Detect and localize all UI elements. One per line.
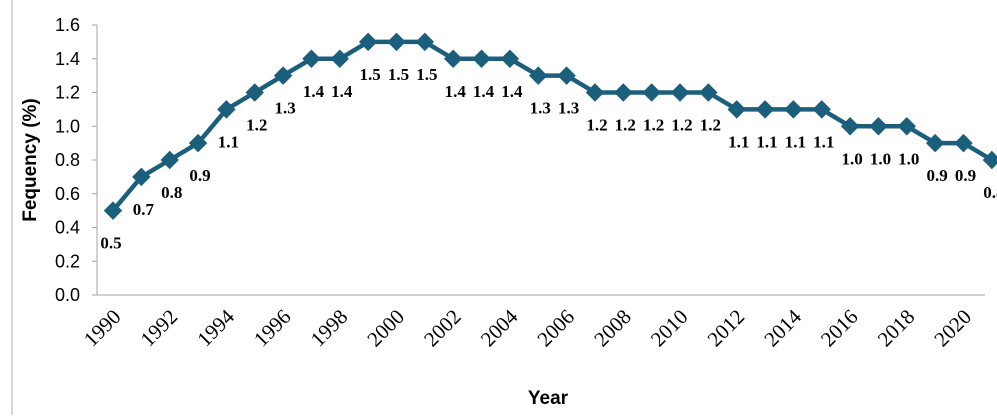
data-label: 1.0	[898, 149, 919, 168]
data-point-marker	[302, 49, 321, 68]
x-tick-label: 1996	[249, 305, 296, 352]
data-label: 1.5	[360, 65, 381, 84]
y-axis-title: Fequency (%)	[20, 98, 41, 222]
data-point-marker	[925, 133, 945, 153]
x-tick-label: 1994	[192, 304, 239, 351]
data-label: 1.1	[218, 132, 239, 151]
x-tick-label: 1992	[136, 305, 183, 352]
data-label: 1.3	[530, 99, 551, 118]
data-label: 1.0	[841, 149, 862, 168]
data-point-marker	[529, 66, 548, 85]
data-label: 1.2	[615, 116, 636, 135]
data-label: 0.8	[161, 183, 182, 202]
data-label: 1.0	[870, 149, 891, 168]
x-tick-label: 2002	[419, 305, 466, 352]
data-point-marker	[869, 117, 888, 136]
data-point-marker	[982, 150, 997, 170]
data-label: 1.4	[473, 82, 495, 101]
data-point-marker	[330, 49, 350, 68]
x-tick-label: 2012	[703, 305, 750, 352]
data-point-marker	[840, 117, 860, 136]
data-label: 1.5	[416, 65, 437, 84]
x-tick-label: 1990	[79, 305, 126, 352]
data-label: 0.8	[983, 183, 997, 202]
data-label: 1.1	[728, 132, 749, 151]
data-point-marker	[755, 100, 775, 119]
x-axis-title: Year	[528, 388, 569, 409]
data-point-marker	[812, 100, 831, 119]
data-point-marker	[387, 32, 406, 52]
data-label: 1.4	[303, 82, 325, 101]
data-point-marker	[472, 49, 491, 68]
x-tick-label: 2020	[929, 305, 976, 352]
data-point-marker	[642, 83, 661, 102]
data-point-marker	[217, 100, 236, 119]
data-label: 1.2	[586, 116, 607, 135]
x-tick-label: 2014	[759, 304, 806, 351]
y-tick-label: 1.2	[55, 83, 80, 103]
data-point-marker	[699, 83, 718, 102]
data-point-marker	[358, 32, 378, 52]
y-axis-title-group: Fequency (%)	[20, 98, 41, 222]
data-point-marker	[784, 100, 803, 119]
y-tick-label: 0.8	[55, 150, 80, 170]
x-tick-label: 2000	[362, 305, 409, 352]
x-tick-label: 2018	[873, 305, 920, 352]
data-point-marker	[557, 66, 576, 85]
x-tick-label: 2006	[532, 305, 579, 352]
data-point-marker	[103, 201, 123, 220]
x-tick-label: 1998	[306, 305, 353, 352]
y-tick-label: 0.6	[55, 184, 80, 204]
y-tick-label: 0.2	[55, 251, 80, 271]
data-point-marker	[585, 83, 605, 102]
data-point-marker	[245, 83, 264, 102]
data-point-marker	[954, 133, 973, 153]
data-point-marker	[273, 66, 293, 85]
data-label: 1.4	[501, 82, 523, 101]
y-tick-label: 1.0	[55, 116, 80, 136]
series-line	[111, 39, 994, 213]
data-point-marker	[188, 133, 208, 153]
data-label: 1.3	[274, 99, 295, 118]
x-tick-label: 2004	[476, 304, 523, 351]
data-label: 1.1	[813, 132, 834, 151]
data-point-marker	[614, 83, 633, 102]
x-tick-label: 2008	[589, 305, 636, 352]
data-label: 0.9	[189, 166, 210, 185]
y-tick-label: 1.6	[55, 15, 80, 35]
data-label: 1.4	[331, 82, 353, 101]
data-label: 0.9	[927, 166, 948, 185]
data-point-marker	[500, 49, 520, 68]
data-point-marker	[897, 117, 917, 136]
data-point-marker	[132, 167, 151, 187]
data-label: 1.4	[445, 82, 467, 101]
data-label: 1.5	[388, 65, 409, 84]
data-label: 1.2	[671, 116, 692, 135]
data-label: 1.3	[558, 99, 579, 118]
y-tick-label: 1.4	[55, 49, 80, 69]
y-tick-label: 0.4	[55, 218, 80, 238]
data-label: 1.1	[756, 132, 777, 151]
data-label: 0.5	[100, 234, 121, 253]
y-tick-label: 0.0	[55, 285, 80, 305]
data-label: 1.2	[246, 116, 267, 135]
data-point-marker	[670, 83, 690, 102]
data-label: 0.7	[133, 200, 155, 219]
data-label: 1.2	[700, 116, 721, 135]
data-label: 1.1	[785, 132, 806, 151]
data-point-marker	[160, 150, 179, 170]
x-tick-label: 2016	[816, 305, 863, 352]
data-label: 0.9	[955, 166, 976, 185]
data-point-marker	[727, 100, 746, 119]
x-tick-label: 2010	[646, 305, 693, 352]
data-label: 1.2	[643, 116, 664, 135]
data-point-marker	[443, 49, 463, 68]
data-point-marker	[415, 32, 435, 52]
